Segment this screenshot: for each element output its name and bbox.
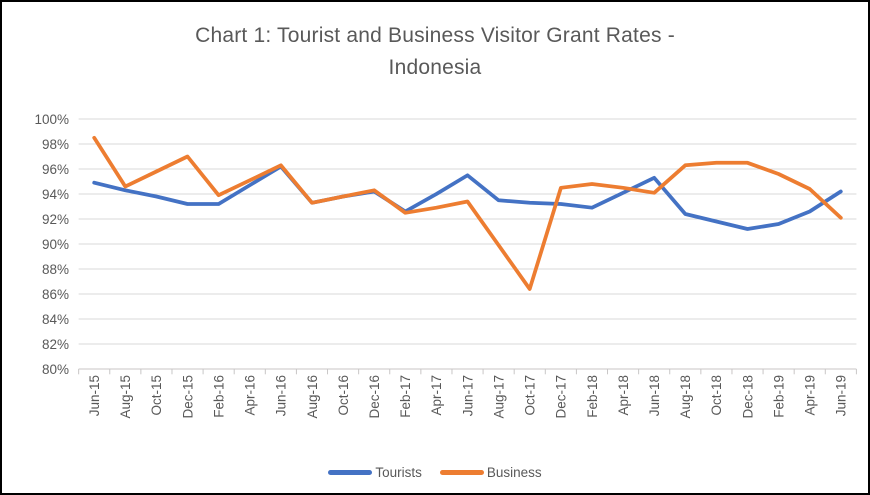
y-axis-label: 84% — [42, 312, 69, 327]
x-axis-label: Jun-16 — [274, 375, 289, 416]
x-axis-label: Dec-18 — [740, 375, 755, 419]
x-axis-label: Jun-15 — [87, 375, 102, 416]
y-axis-label: 88% — [42, 262, 69, 277]
y-axis-label: 92% — [42, 212, 69, 227]
x-axis-label: Dec-16 — [367, 375, 382, 419]
x-axis-label: Aug-17 — [491, 375, 506, 419]
x-axis-label: Jun-19 — [834, 375, 849, 416]
x-axis-label: Oct-17 — [523, 375, 538, 416]
x-axis-label: Apr-19 — [803, 375, 818, 416]
x-axis-label: Oct-16 — [336, 375, 351, 416]
y-axis-label: 86% — [42, 287, 69, 302]
x-axis-label: Aug-15 — [118, 375, 133, 419]
x-axis-label: Oct-15 — [149, 375, 164, 416]
x-axis-label: Feb-17 — [398, 375, 413, 418]
y-axis-label: 80% — [42, 362, 69, 377]
x-axis-label: Aug-18 — [678, 375, 693, 419]
chart-legend: Tourists Business — [2, 465, 868, 480]
x-axis-label: Jun-17 — [460, 375, 475, 416]
y-axis-label: 98% — [42, 137, 69, 152]
legend-label-tourists: Tourists — [375, 465, 422, 480]
x-axis-label: Dec-17 — [554, 375, 569, 419]
x-axis-label: Feb-16 — [211, 375, 226, 418]
chart-title-line2: Indonesia — [388, 56, 482, 79]
y-axis-label: 100% — [34, 112, 69, 127]
legend-label-business: Business — [486, 465, 542, 480]
legend-swatch-tourists-icon — [328, 470, 373, 475]
y-axis-label: 94% — [42, 187, 69, 202]
x-axis-label: Feb-19 — [771, 375, 786, 418]
legend-item-business: Business — [439, 465, 542, 480]
x-axis-label: Apr-17 — [429, 375, 444, 416]
x-axis-label: Apr-18 — [616, 375, 631, 416]
chart-title-line1: Chart 1: Tourist and Business Visitor Gr… — [195, 24, 675, 47]
x-axis-label: Oct-18 — [709, 375, 724, 416]
x-axis-label: Dec-15 — [180, 375, 195, 419]
x-axis-label: Jun-18 — [647, 375, 662, 416]
y-axis-label: 90% — [42, 237, 69, 252]
tourists-line — [92, 164, 843, 231]
business-line — [92, 135, 843, 291]
x-axis-label: Aug-16 — [305, 375, 320, 419]
y-axis-label: 96% — [42, 162, 69, 177]
x-axis-label: Apr-16 — [243, 375, 258, 416]
legend-swatch-business-icon — [439, 470, 484, 475]
legend-item-tourists: Tourists — [328, 465, 422, 480]
x-axis-label: Feb-18 — [585, 375, 600, 418]
y-axis-label: 82% — [42, 337, 69, 352]
